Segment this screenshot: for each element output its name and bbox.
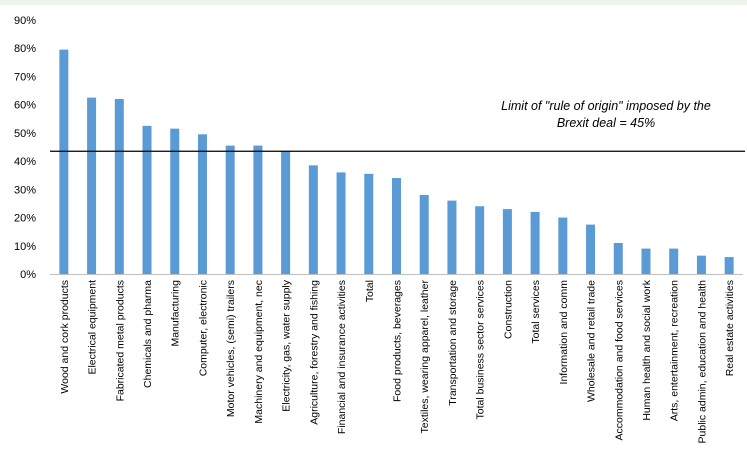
annotation-line-1: Limit of "rule of origin" imposed by the [501, 99, 711, 113]
bar [696, 255, 706, 274]
y-tick-label: 90% [14, 15, 36, 27]
bar [613, 242, 623, 274]
bar [669, 248, 679, 274]
bar [475, 206, 485, 274]
x-category-label: Information and comm [558, 280, 570, 385]
bars [59, 49, 734, 275]
bar [308, 165, 318, 274]
bar [253, 145, 263, 274]
x-category-label: Human health and social work [641, 279, 653, 420]
bar [225, 145, 235, 274]
x-category-label: Total business sector services [475, 280, 487, 419]
x-category-label: Agriculture, forestry and fishing [308, 280, 320, 425]
x-category-label: Motor vehicles, (semi) trailers [225, 280, 237, 417]
bar [502, 209, 512, 274]
x-category-label: Electrical equipment [87, 280, 99, 375]
x-category-label: Total [364, 280, 376, 302]
y-tick-label: 30% [14, 184, 36, 196]
x-category-label: Fabricated metal products [114, 280, 126, 401]
bar [87, 97, 97, 274]
x-axis-labels: Wood and cork products Electrical equipme… [59, 279, 736, 443]
y-tick-label: 0% [20, 269, 36, 281]
x-category-label: Arts, entertainment, recreation [669, 280, 681, 421]
y-tick-label: 60% [14, 100, 36, 112]
x-category-label: Machinery and equipment, nec [253, 280, 265, 424]
bar [114, 99, 124, 275]
y-tick-label: 70% [14, 71, 36, 83]
x-category-label: Wholesale and retail trade [586, 280, 598, 402]
bar [336, 172, 346, 274]
y-tick-label: 80% [14, 43, 36, 55]
y-tick-label: 50% [14, 128, 36, 140]
x-category-label: Food products, beverages [392, 280, 404, 402]
y-tick-label: 10% [14, 241, 36, 253]
x-category-label: Total services [530, 280, 542, 344]
bar [641, 248, 651, 274]
x-category-label: Textiles, wearing apparel, leather [419, 280, 431, 434]
bar [59, 49, 69, 275]
bar [364, 173, 374, 274]
limit-annotation: Limit of "rule of origin" imposed by the… [470, 98, 742, 132]
top-stripe [0, 0, 747, 5]
x-category-label: Chemicals and pharma [142, 280, 154, 388]
x-category-label: Computer, electronic [197, 280, 209, 376]
bar [392, 178, 401, 274]
y-tick-label: 40% [14, 156, 36, 168]
y-axis: 0% 10% 20% 30% 40% 50% 60% 70% 80% 90% [14, 15, 36, 281]
bar [142, 125, 152, 274]
bar [197, 134, 207, 274]
bar [724, 257, 734, 274]
y-tick-label: 20% [14, 213, 36, 225]
bar [530, 211, 540, 274]
x-category-label: Financial and insurance activities [336, 280, 348, 434]
annotation-line-2: Brexit deal = 45% [556, 116, 656, 130]
x-category-label: Electricity, gas, water supply [281, 279, 293, 411]
x-category-label: Construction [502, 280, 514, 339]
x-category-label: Real estate activities [724, 280, 736, 376]
bar [419, 194, 429, 274]
x-category-label: Transportation and storage [447, 280, 459, 406]
x-category-label: Manufacturing [170, 280, 182, 347]
x-category-label: Accommodation and food services [613, 280, 625, 441]
x-category-label: Wood and cork products [59, 280, 71, 394]
bar [281, 151, 291, 274]
bar [558, 217, 568, 274]
bar [586, 224, 596, 274]
x-category-label: Public admin, education and health [696, 280, 708, 444]
bar [447, 200, 457, 274]
bar [170, 128, 180, 274]
